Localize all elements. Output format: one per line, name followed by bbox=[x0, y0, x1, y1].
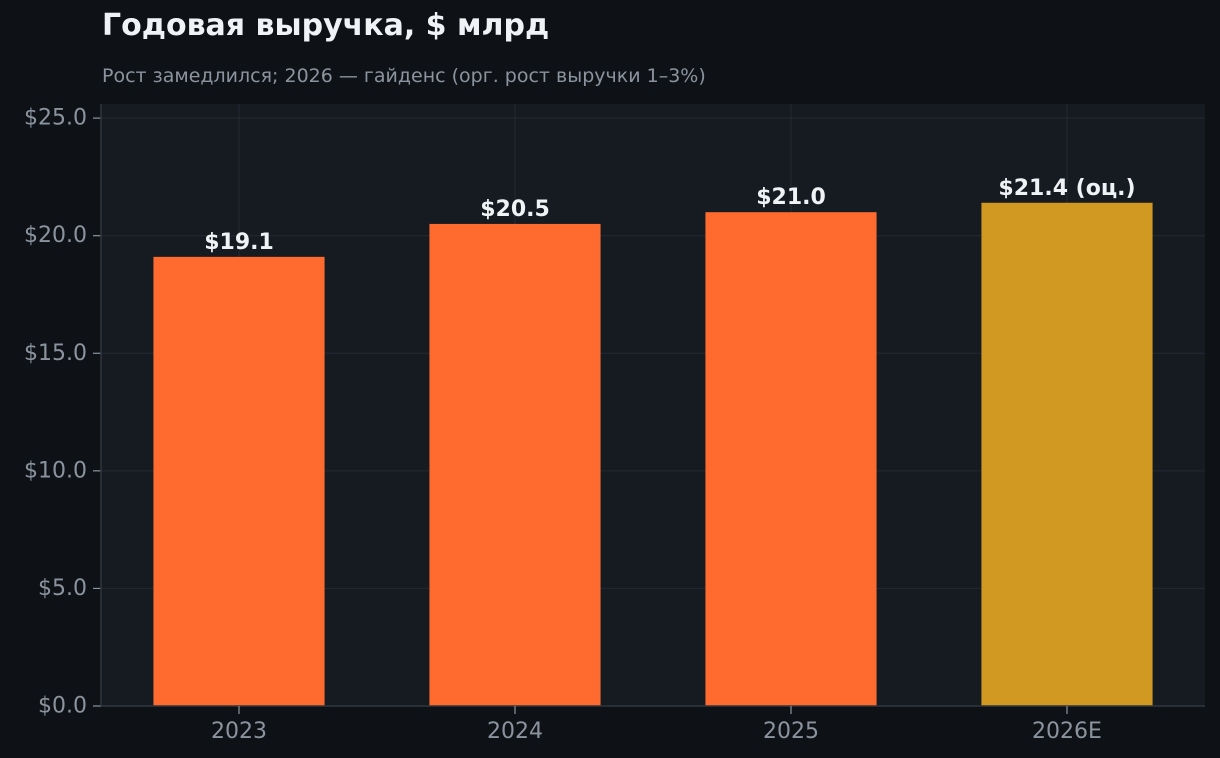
x-tick-label-2026E: 2026E bbox=[1032, 719, 1102, 744]
bar-2023 bbox=[153, 256, 325, 706]
bar-2024 bbox=[429, 223, 601, 706]
bar-2026E bbox=[981, 202, 1153, 706]
y-tick-label: $25.0 bbox=[24, 106, 87, 131]
x-tick-label-2025: 2025 bbox=[763, 719, 819, 744]
x-tick-label-2023: 2023 bbox=[211, 719, 267, 744]
chart-title: Годовая выручка, $ млрд bbox=[102, 8, 550, 43]
y-tick-label: $10.0 bbox=[24, 458, 87, 483]
value-label-2024: $20.5 bbox=[480, 197, 550, 222]
bar-2025 bbox=[705, 212, 877, 706]
chart-subtitle: Рост замедлился; 2026 — гайденс (орг. ро… bbox=[102, 65, 706, 87]
value-label-2026E: $21.4 (оц.) bbox=[998, 176, 1135, 201]
y-tick-label: $0.0 bbox=[38, 694, 87, 719]
y-tick-label: $5.0 bbox=[38, 576, 87, 601]
value-label-2025: $21.0 bbox=[756, 185, 826, 210]
value-label-2023: $19.1 bbox=[204, 230, 274, 255]
y-tick-label: $15.0 bbox=[24, 341, 87, 366]
y-tick-label: $20.0 bbox=[24, 223, 87, 248]
x-tick-label-2024: 2024 bbox=[487, 719, 543, 744]
